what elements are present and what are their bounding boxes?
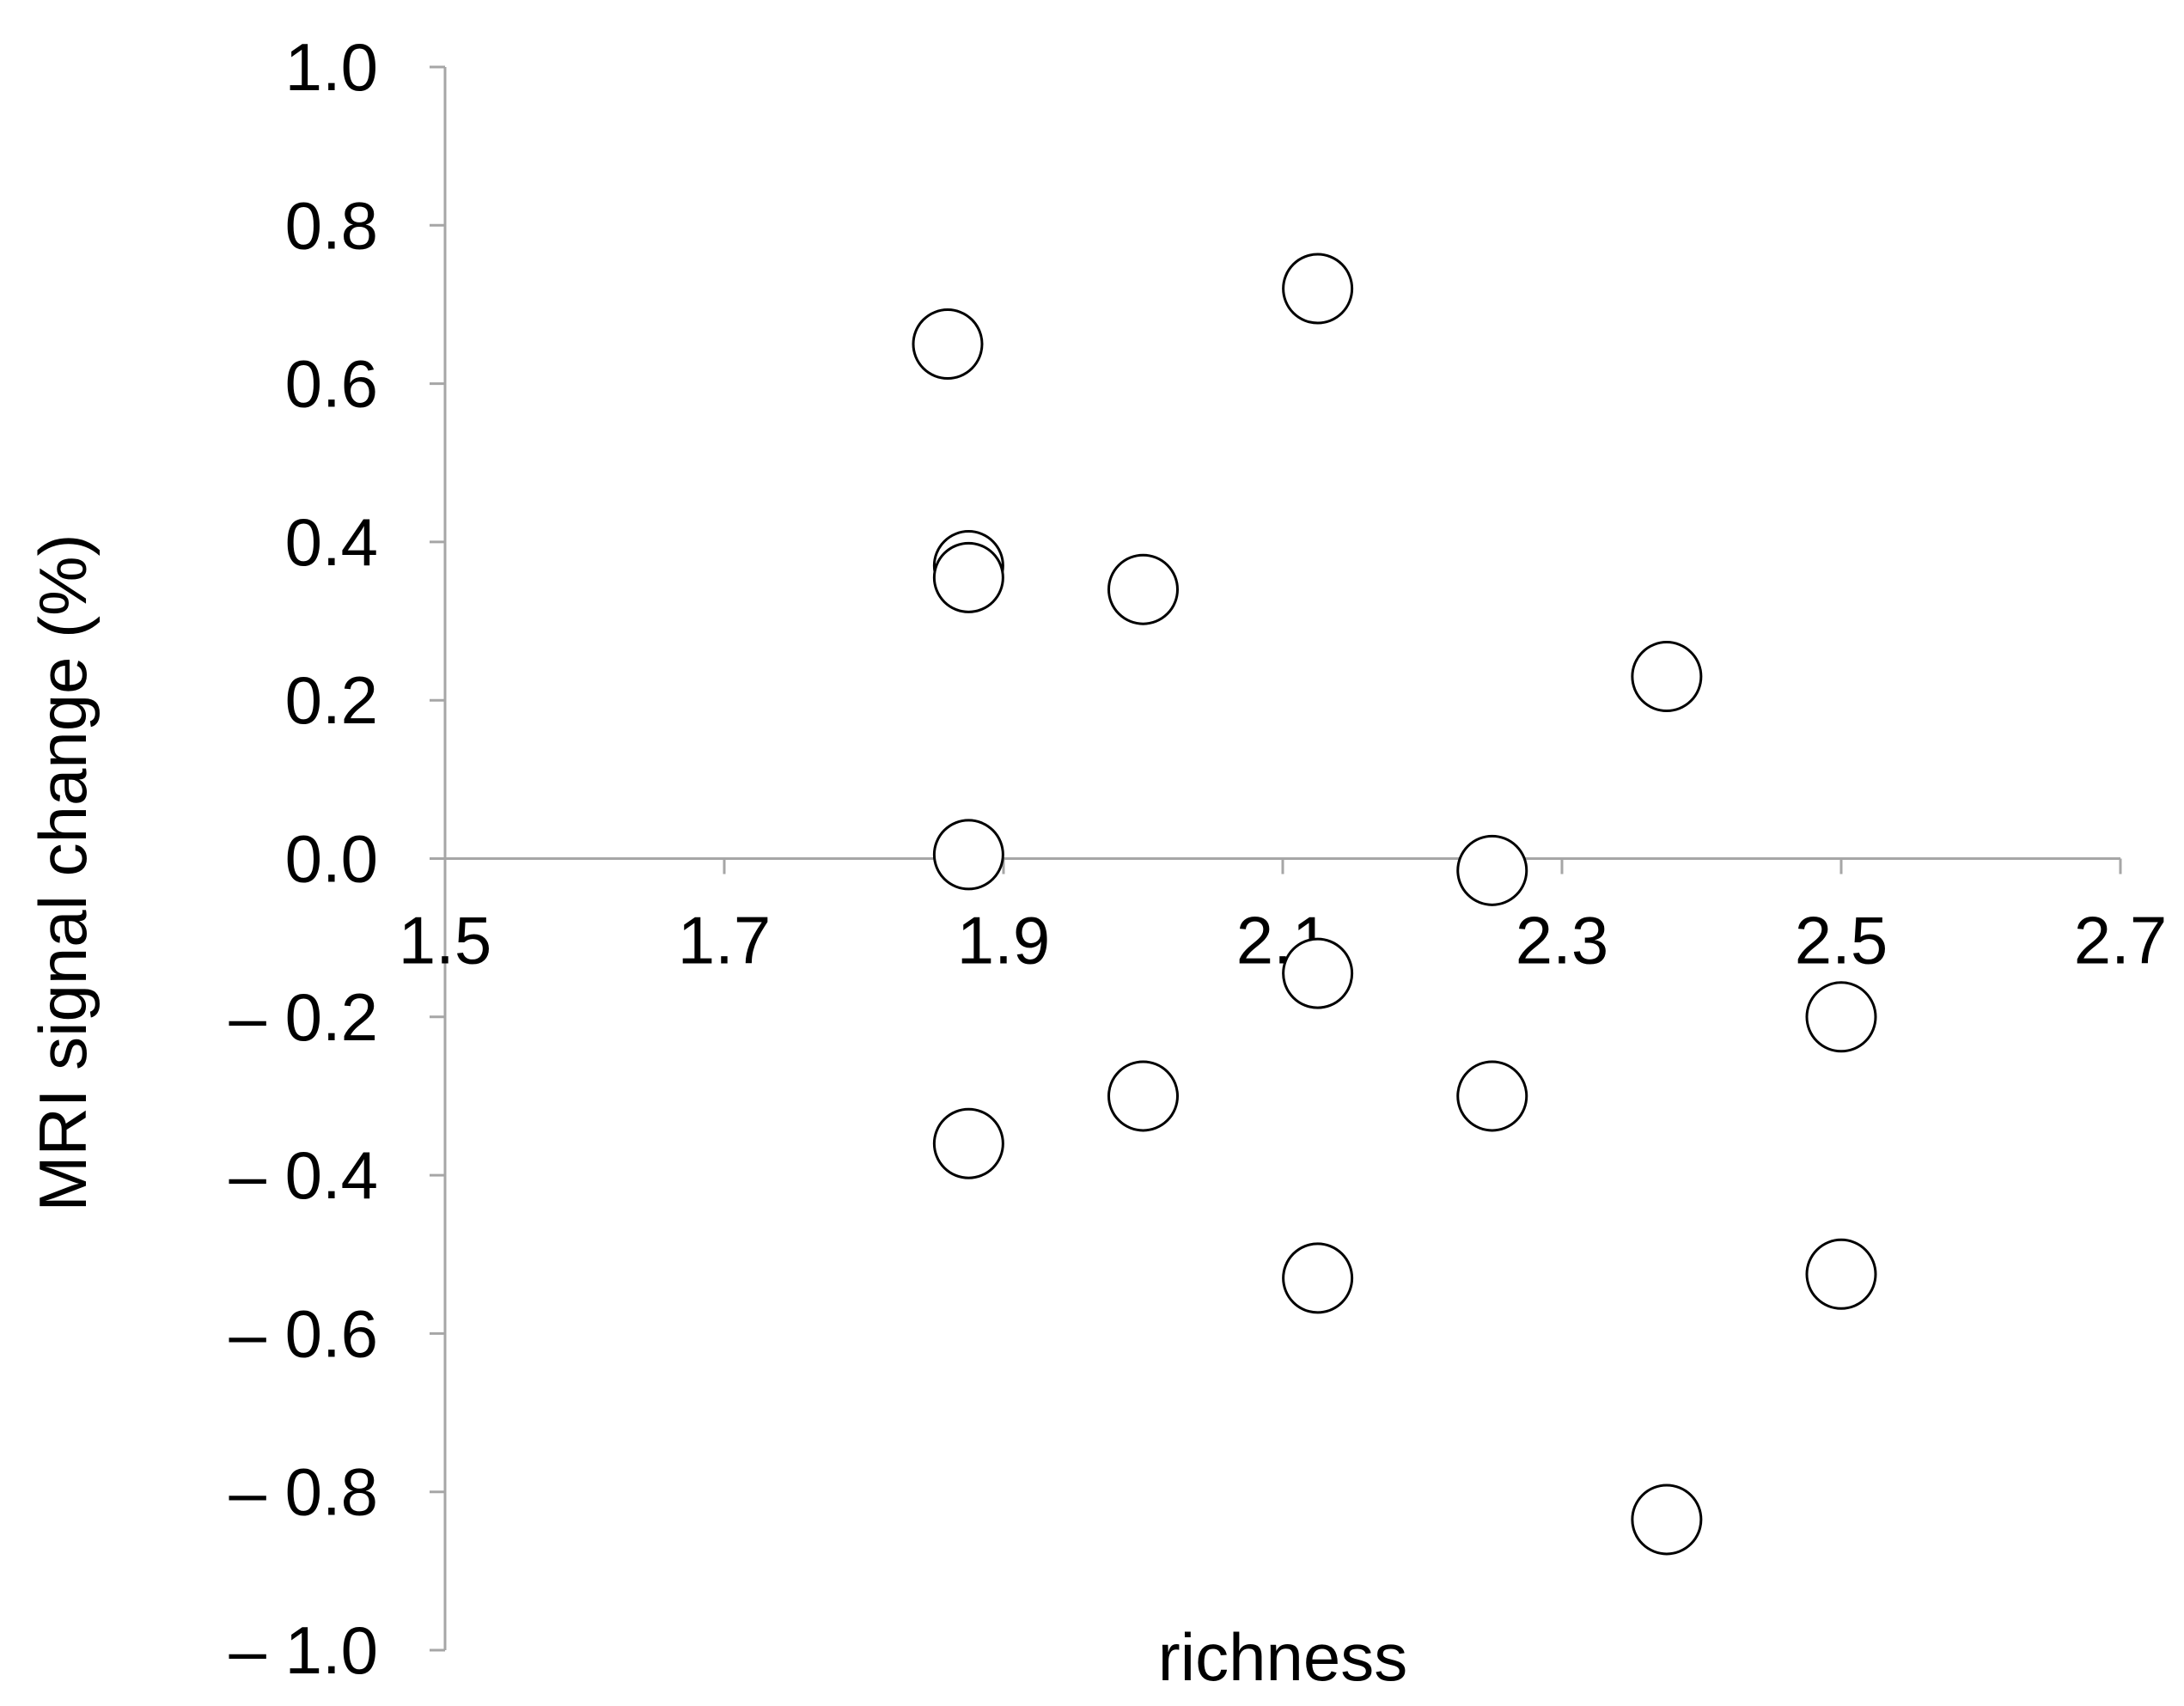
y-tick-label: 0.2 <box>285 662 378 738</box>
x-axis-title: richness <box>1158 1619 1407 1695</box>
data-point <box>1805 1238 1877 1310</box>
data-point <box>1107 1060 1179 1132</box>
x-tick-label: 2.5 <box>1795 903 1888 978</box>
y-tick-label: 0.4 <box>285 504 378 580</box>
y-axis-title: MRI signal change (%) <box>25 534 101 1212</box>
y-tick-label: – 1.0 <box>229 1612 378 1688</box>
data-point <box>1282 937 1354 1009</box>
data-point <box>1282 253 1354 325</box>
x-tick-label: 2.3 <box>1516 903 1608 978</box>
data-point <box>1282 1242 1354 1314</box>
x-tick-label: 1.5 <box>399 903 491 978</box>
data-point <box>1107 553 1179 625</box>
data-point <box>932 541 1004 613</box>
y-tick-label: – 0.4 <box>229 1137 378 1213</box>
y-tick-label: – 0.6 <box>229 1295 378 1371</box>
y-tick-label: – 0.2 <box>229 979 378 1055</box>
data-point <box>1631 1484 1703 1556</box>
x-tick-label: 2.7 <box>2074 903 2167 978</box>
data-point <box>932 819 1004 891</box>
data-point <box>1456 1060 1528 1132</box>
data-point <box>912 308 984 381</box>
data-point <box>1805 981 1877 1053</box>
y-tick-label: – 0.8 <box>229 1454 378 1530</box>
y-tick-label: 0.8 <box>285 187 378 263</box>
x-tick-label: 1.7 <box>678 903 771 978</box>
data-point <box>1631 641 1703 713</box>
x-ticks: 1.5 1.7 1.9 2.1 2.3 2.5 2.7 <box>399 858 2167 978</box>
data-point <box>932 1107 1004 1179</box>
y-ticks: 1.0 0.8 0.6 0.4 0.2 0.0 – 0.2 – 0.4 – 0.6 – 0.8 – … <box>229 29 445 1688</box>
y-tick-label: 1.0 <box>285 29 378 105</box>
y-tick-label: 0.6 <box>285 346 378 422</box>
data-point <box>1456 834 1528 906</box>
x-tick-label: 1.9 <box>957 903 1050 978</box>
y-tick-label: 0.0 <box>285 821 378 897</box>
data-points <box>912 253 1877 1556</box>
